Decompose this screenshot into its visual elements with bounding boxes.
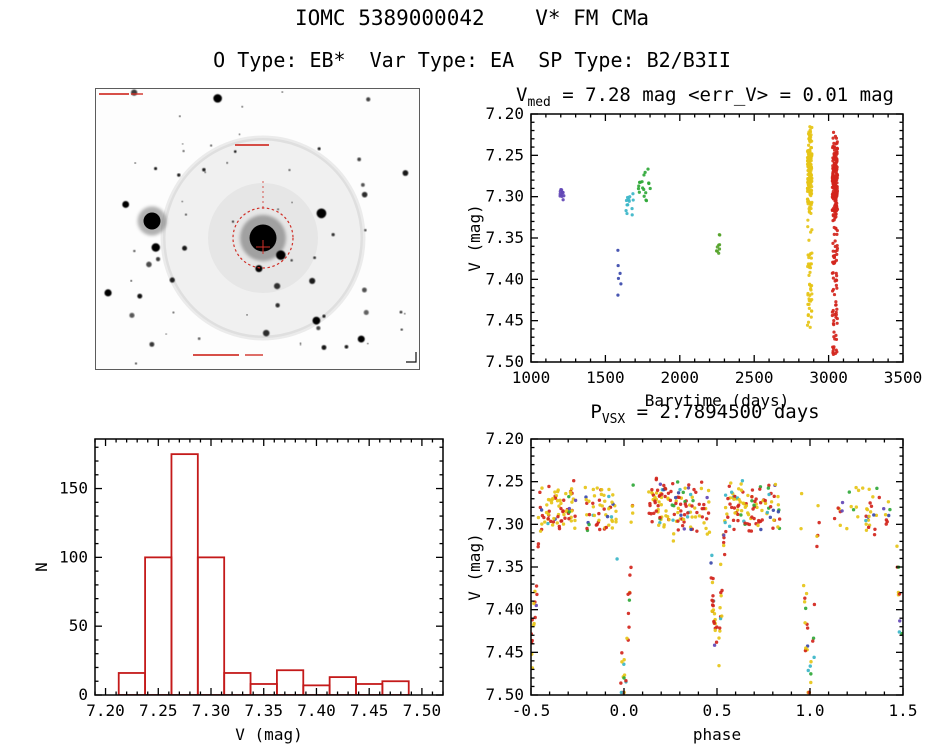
svg-text:7.40: 7.40 — [297, 701, 336, 720]
svg-text:V (mag): V (mag) — [466, 533, 484, 600]
svg-text:7.45: 7.45 — [350, 701, 389, 720]
svg-text:7.40: 7.40 — [485, 600, 524, 619]
svg-text:1.5: 1.5 — [889, 701, 918, 720]
page-subtitle: O Type: EB* Var Type: EA SP Type: B2/B3I… — [213, 48, 731, 72]
svg-text:V (mag): V (mag) — [235, 725, 302, 744]
svg-text:V (mag): V (mag) — [466, 204, 484, 271]
svg-text:-0.5: -0.5 — [512, 701, 551, 720]
lightcurve-title: Vmed = 7.28 mag <err_V> = 0.01 mag — [466, 84, 944, 110]
page-title: IOMC 5389000042 V* FM CMa — [294, 6, 649, 30]
svg-text:N: N — [32, 562, 51, 572]
svg-text:7.50: 7.50 — [403, 701, 442, 720]
svg-text:50: 50 — [69, 616, 88, 635]
svg-text:7.45: 7.45 — [485, 311, 524, 330]
lightcurve-plot: 1000 1500 2000 2500 3000 3500 7.20 7.25 7.30 7.35… — [466, 106, 923, 410]
svg-text:1.0: 1.0 — [796, 701, 825, 720]
svg-text:7.20: 7.20 — [485, 429, 524, 448]
svg-text:0.0: 0.0 — [610, 701, 639, 720]
svg-text:7.35: 7.35 — [485, 557, 524, 576]
svg-text:7.40: 7.40 — [485, 269, 524, 288]
finding-chart-image — [95, 88, 420, 370]
svg-text:7.45: 7.45 — [485, 642, 524, 661]
svg-text:2000: 2000 — [661, 368, 700, 387]
svg-text:7.50: 7.50 — [485, 685, 524, 704]
phase-title-pre: P — [590, 401, 602, 423]
svg-text:150: 150 — [59, 479, 88, 498]
lightcurve-title-pre: V — [516, 84, 528, 106]
svg-text:7.35: 7.35 — [244, 701, 283, 720]
svg-text:2500: 2500 — [735, 368, 774, 387]
svg-text:3000: 3000 — [809, 368, 848, 387]
svg-text:7.50: 7.50 — [485, 352, 524, 371]
svg-text:7.25: 7.25 — [139, 701, 178, 720]
svg-text:7.25: 7.25 — [485, 145, 524, 164]
phase-title: PVSX = 2.7894500 days — [466, 401, 944, 427]
svg-text:phase: phase — [693, 725, 741, 744]
svg-text:100: 100 — [59, 547, 88, 566]
svg-text:7.30: 7.30 — [485, 187, 524, 206]
phase-title-sub: VSX — [601, 411, 626, 427]
svg-text:1500: 1500 — [586, 368, 625, 387]
svg-text:3500: 3500 — [884, 368, 923, 387]
svg-text:1000: 1000 — [512, 368, 551, 387]
phase-title-rest: = 2.7894500 days — [625, 401, 820, 423]
svg-text:7.20: 7.20 — [485, 106, 524, 123]
svg-text:7.30: 7.30 — [192, 701, 231, 720]
svg-text:Barytime (days): Barytime (days) — [645, 391, 790, 410]
svg-text:0: 0 — [78, 685, 88, 704]
svg-text:7.35: 7.35 — [485, 228, 524, 247]
lightcurve-title-rest: = 7.28 mag <err_V> = 0.01 mag — [550, 84, 894, 106]
svg-text:7.20: 7.20 — [86, 701, 125, 720]
svg-text:7.30: 7.30 — [485, 514, 524, 533]
svg-text:7.25: 7.25 — [485, 472, 524, 491]
lightcurve-title-sub: med — [527, 94, 551, 110]
histogram-plot: 7.20 7.25 7.30 7.35 7.40 7.45 7.50 0 50 100 150 V (… — [32, 438, 444, 744]
svg-text:0.5: 0.5 — [703, 701, 732, 720]
phase-folded-plot: -0.5 0.0 0.5 1.0 1.5 7.20 7.25 7.30 7.35 7.40 7.45… — [466, 429, 918, 744]
